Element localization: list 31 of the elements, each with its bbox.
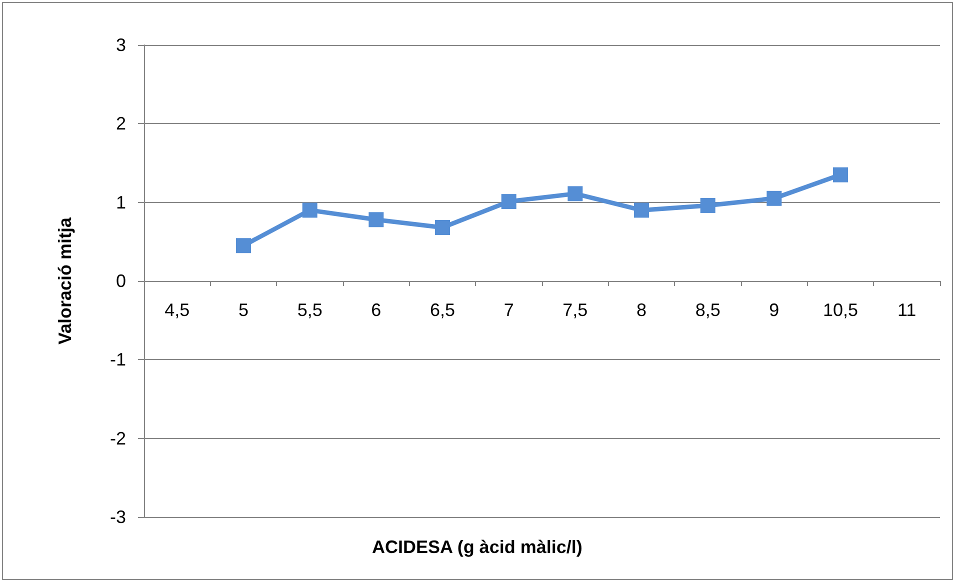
- y-tick-label: -1: [110, 350, 126, 370]
- x-tick-label: 9: [769, 300, 780, 320]
- x-tick-label: 6: [371, 300, 382, 320]
- x-tick-label: 5,5: [297, 300, 322, 320]
- x-axis-title: ACIDESA (g àcid màlic/l): [372, 537, 582, 557]
- x-tick-label: 7,5: [562, 300, 588, 320]
- point: [236, 238, 251, 254]
- y-tick-label: 3: [116, 35, 126, 55]
- y-axis-title: Valoració mitja: [55, 216, 75, 345]
- point: [766, 190, 782, 206]
- x-tick-label: 6,5: [430, 300, 456, 320]
- y-tick-label: 0: [116, 271, 126, 291]
- x-tick-label: 5: [238, 300, 249, 320]
- point: [368, 212, 384, 228]
- point: [568, 186, 583, 202]
- y-tick-label: 2: [116, 114, 126, 134]
- y-tick-label: -2: [110, 428, 126, 448]
- x-tick-label: 8,5: [695, 300, 720, 320]
- x-tick-label: 11: [897, 300, 916, 320]
- x-tick-label: 10,5: [822, 300, 858, 320]
- x-tick-label: 4,5: [164, 300, 190, 320]
- x-tick-label: 8: [636, 300, 647, 320]
- point: [435, 220, 450, 236]
- point: [833, 167, 848, 182]
- point: [302, 202, 318, 218]
- point: [501, 194, 516, 210]
- point: [700, 198, 716, 213]
- y-tick-label: 1: [116, 192, 126, 212]
- point: [634, 202, 649, 218]
- x-tick-label: 7: [504, 300, 514, 320]
- y-tick-label: -3: [110, 507, 126, 527]
